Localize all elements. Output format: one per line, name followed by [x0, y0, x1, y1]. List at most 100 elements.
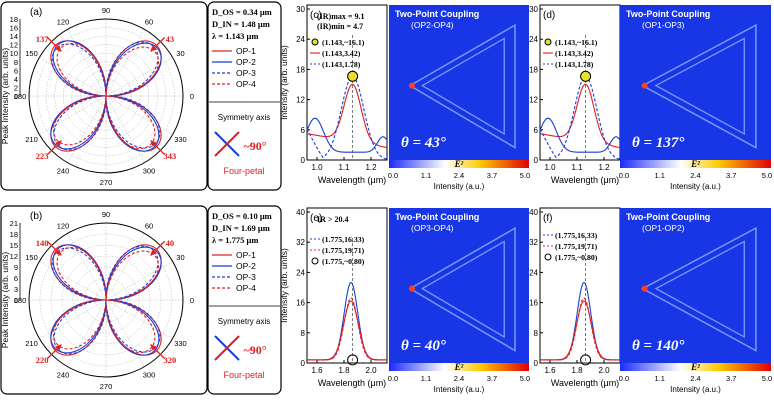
angle-tick-label: 150 [25, 253, 38, 262]
radial-tick-label: 14 [10, 32, 18, 41]
colorbar-label: E² [690, 159, 700, 169]
panel-tag: (e) [310, 213, 322, 224]
grid-spoke [105, 299, 145, 367]
angle-tick-label: 90 [102, 6, 110, 15]
series-blue-dashed [306, 75, 388, 160]
y-tick-label: 32 [529, 238, 538, 247]
legend-label: (1.775,19.71) [322, 246, 365, 255]
field-title: Two-Point Coupling [626, 212, 710, 222]
panel-frame [0, 205, 208, 395]
legend-label: OP-2 [236, 57, 256, 67]
colorbar-tick: 3.7 [726, 171, 736, 180]
grid-spoke [39, 261, 107, 301]
symmetry-angle: ~90° [243, 139, 266, 153]
angle-tick-label: 330 [174, 135, 187, 144]
radial-tick-label: 2 [14, 83, 18, 92]
info-line: D_OS = 0.34 μm [212, 7, 272, 17]
radial-tick-label: 15 [10, 241, 18, 250]
field-subtitle: (OP1-OP3) [642, 20, 685, 30]
angle-tick-label: 120 [57, 222, 70, 231]
legend-label: (1.143,3.42) [555, 49, 594, 58]
radial-tick-label: 4 [14, 75, 18, 84]
field-subtitle: (OP3-OP4) [411, 223, 454, 233]
x-tick-label: 1.2 [598, 163, 610, 172]
legend-label: (1.143,~16.1) [555, 38, 598, 47]
radial-tick-label: 12 [10, 41, 18, 50]
colorbar-title: Intensity (a.u.) [434, 385, 485, 394]
outer-ring [408, 23, 516, 149]
panel-tag: (a) [30, 7, 42, 18]
inner-ring [421, 240, 505, 339]
y-tick-label: 40 [296, 208, 305, 217]
radial-tick-label: 0 [14, 296, 18, 305]
colorbar-tick: 5.0 [520, 171, 530, 180]
angle-tick-label: 60 [145, 222, 153, 231]
colorbar-label: E² [454, 362, 464, 372]
grid-spoke [39, 57, 107, 97]
series-curve-3 [51, 245, 161, 355]
series-red [539, 83, 621, 149]
legend-label: (1.775,16.33) [555, 231, 598, 240]
spectrum-panel: (c) 0 6 12 18 24 30 1.0 1.1 1.2 Wavelength (μm) Int… [279, 4, 388, 185]
symmetry-label: Symmetry axis [218, 317, 270, 326]
legend-label: (1.775,16.33) [322, 235, 365, 244]
panel-tag: (f) [543, 213, 552, 224]
colorbar-tick: 0.0 [388, 374, 398, 383]
legend-label: (1.775,19.71) [555, 242, 598, 251]
grid-circle [88, 78, 124, 114]
x-tick-label: 1.0 [311, 163, 323, 172]
grid-spoke [105, 299, 173, 339]
y-tick-label: 24 [296, 268, 305, 277]
series-red [306, 83, 388, 149]
colorbar-tick: 1.1 [655, 374, 665, 383]
angle-tick-label: 210 [25, 135, 38, 144]
info-line: λ = 1.143 μm [212, 31, 258, 41]
info-line: D_IN = 1.69 μm [212, 223, 270, 233]
y-axis-label: Intensity (arb. units) [279, 248, 289, 323]
info-panel: D_OS = 0.34 μm D_IN = 1.48 μm λ = 1.143 μm… [207, 1, 282, 191]
symmetry-axis-2 [214, 131, 240, 157]
grid-spoke [67, 233, 107, 301]
y-tick-label: 0 [301, 359, 306, 368]
y-tick-label: 12 [296, 96, 305, 105]
radial-tick-label: 8 [14, 58, 18, 67]
x-axis-label: Wavelength (μm) [318, 175, 386, 185]
y-tick-label: 0 [301, 156, 306, 165]
colorbar-tick: 0.0 [619, 374, 629, 383]
field-title: Two-Point Coupling [395, 9, 479, 19]
radial-tick-label: 10 [10, 49, 18, 58]
y-tick-label: 30 [529, 5, 538, 14]
series-blue [306, 117, 388, 153]
legend-label: OP-1 [236, 250, 256, 260]
arrow-angle-label: 140 [36, 238, 49, 248]
y-tick-label: 8 [534, 329, 539, 338]
info-line: λ = 1.775 μm [212, 235, 258, 245]
grid-spoke [105, 57, 173, 97]
grid-spoke [105, 95, 173, 135]
radial-tick-label: 6 [14, 274, 18, 283]
spectrum-panel: (e) 0 8 16 24 32 40 1.6 1.8 2.0 Wavelength (μm) Int… [279, 207, 388, 388]
legend-label: (1.775,~0.80) [555, 253, 598, 262]
y-tick-label: 0 [534, 359, 539, 368]
angle-tick-label: 60 [145, 18, 153, 27]
colorbar-tick: 5.0 [762, 171, 772, 180]
colorbar-tick: 5.0 [762, 374, 772, 383]
annotation: (IR)min = 4.7 [317, 22, 363, 31]
plot-frame [539, 4, 621, 161]
x-tick-label: 1.6 [311, 366, 323, 375]
x-tick-label: 1.6 [544, 366, 556, 375]
panel-frame [0, 1, 208, 191]
grid-circle [37, 27, 175, 165]
shape-label: Four-petal [223, 370, 264, 380]
colorbar-tick: 2.4 [454, 374, 464, 383]
panel-tag: (c) [310, 10, 322, 21]
colorbar [620, 160, 771, 168]
shape-label: Four-petal [223, 166, 264, 176]
y-tick-label: 24 [529, 268, 538, 277]
hotspot [409, 82, 415, 89]
angle-tick-label: 300 [143, 370, 156, 379]
colorbar-title: Intensity (a.u.) [434, 182, 485, 191]
y-tick-label: 6 [534, 126, 539, 135]
colorbar-label: E² [454, 159, 464, 169]
